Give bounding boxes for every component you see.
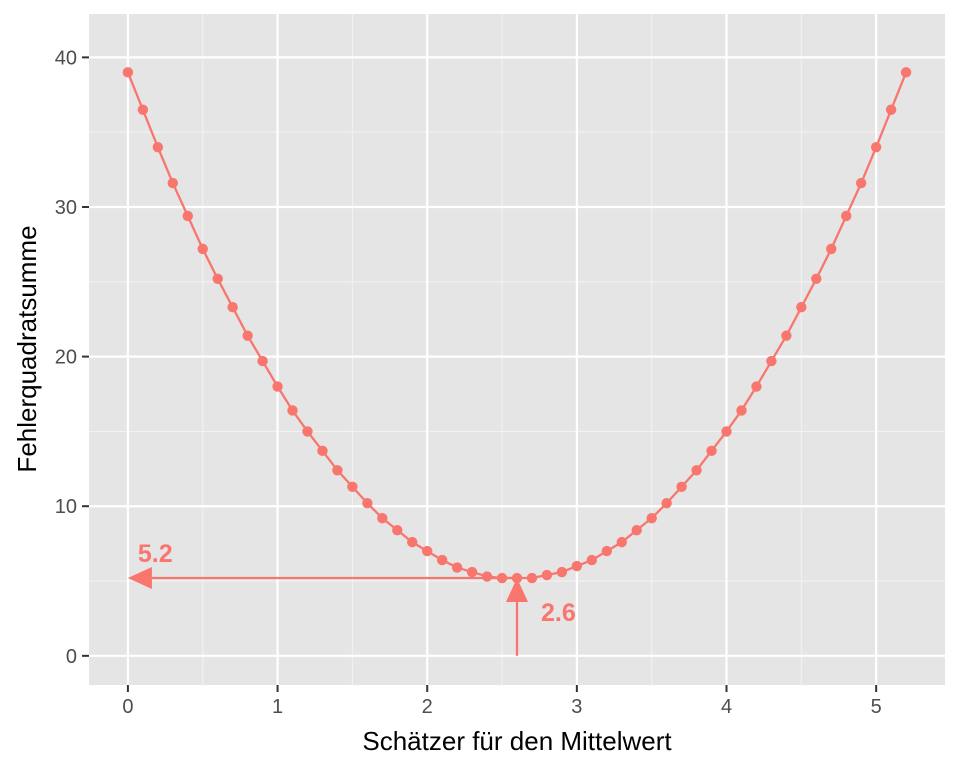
data-point	[751, 381, 762, 392]
data-point	[137, 104, 149, 115]
data-point	[631, 524, 642, 536]
x-tick-label: 2	[422, 696, 433, 718]
data-point	[661, 498, 672, 509]
data-point	[481, 571, 493, 582]
data-point	[541, 569, 553, 581]
data-point	[227, 302, 238, 313]
data-point	[451, 562, 463, 573]
tick-labels-group: 0 1 2 3 4 5 0 10 20 30 40	[55, 47, 882, 718]
data-point	[347, 481, 358, 492]
data-point	[362, 498, 373, 509]
data-point	[407, 536, 418, 548]
data-point	[781, 330, 792, 341]
major-gridlines	[89, 14, 945, 685]
annotation-arrowhead-up	[506, 578, 528, 603]
y-axis-title: Fehlerquadratsumme	[12, 225, 42, 472]
annotation-label-y: 5.2	[138, 540, 173, 568]
data-point	[422, 545, 433, 557]
data-point	[212, 273, 223, 285]
series-points-group	[122, 67, 912, 584]
data-point	[885, 104, 897, 115]
axis-ticks-group	[82, 56, 878, 692]
data-point	[152, 141, 164, 153]
data-point	[736, 405, 747, 416]
data-point	[526, 572, 538, 584]
data-point	[855, 177, 867, 189]
data-point	[242, 330, 253, 341]
annotation-arrowhead-left	[127, 567, 152, 590]
data-point	[167, 177, 179, 189]
data-point	[122, 67, 134, 78]
data-point	[302, 426, 313, 437]
data-point	[586, 554, 598, 566]
data-point	[436, 554, 448, 566]
x-tick-label: 3	[571, 696, 582, 718]
y-tick-label: 10	[55, 496, 77, 518]
data-point	[721, 426, 732, 437]
data-point	[377, 512, 388, 524]
data-point	[571, 560, 583, 572]
data-point	[676, 481, 687, 492]
y-tick-label: 30	[55, 197, 77, 219]
data-point	[900, 67, 912, 78]
data-point	[197, 243, 208, 255]
data-point	[646, 512, 657, 524]
data-point	[601, 545, 612, 557]
y-tick-label: 20	[55, 347, 77, 369]
x-tick-label: 5	[871, 696, 882, 718]
data-point	[870, 141, 882, 153]
x-tick-label: 1	[272, 696, 283, 718]
data-point	[332, 465, 343, 476]
y-tick-label: 40	[55, 47, 77, 69]
data-point	[616, 536, 627, 548]
data-point	[766, 355, 777, 367]
data-point	[706, 445, 717, 457]
x-axis-title: Schätzer für den Mittelwert	[362, 726, 672, 756]
data-point	[287, 405, 298, 416]
data-point	[796, 302, 807, 313]
data-point	[811, 273, 822, 285]
data-point	[317, 445, 328, 457]
data-point	[392, 524, 403, 536]
data-point	[826, 243, 837, 255]
x-tick-label: 4	[721, 696, 732, 718]
data-point	[182, 210, 193, 222]
x-tick-label: 0	[122, 696, 133, 718]
y-tick-label: 0	[66, 646, 77, 668]
data-point	[691, 465, 702, 476]
data-point	[841, 210, 852, 222]
data-point	[466, 566, 478, 578]
annotation-label-x: 2.6	[541, 599, 576, 627]
data-point	[272, 381, 283, 392]
data-point	[257, 355, 268, 367]
annotations-group: 5.2 2.6	[127, 540, 576, 656]
data-point	[556, 566, 568, 578]
